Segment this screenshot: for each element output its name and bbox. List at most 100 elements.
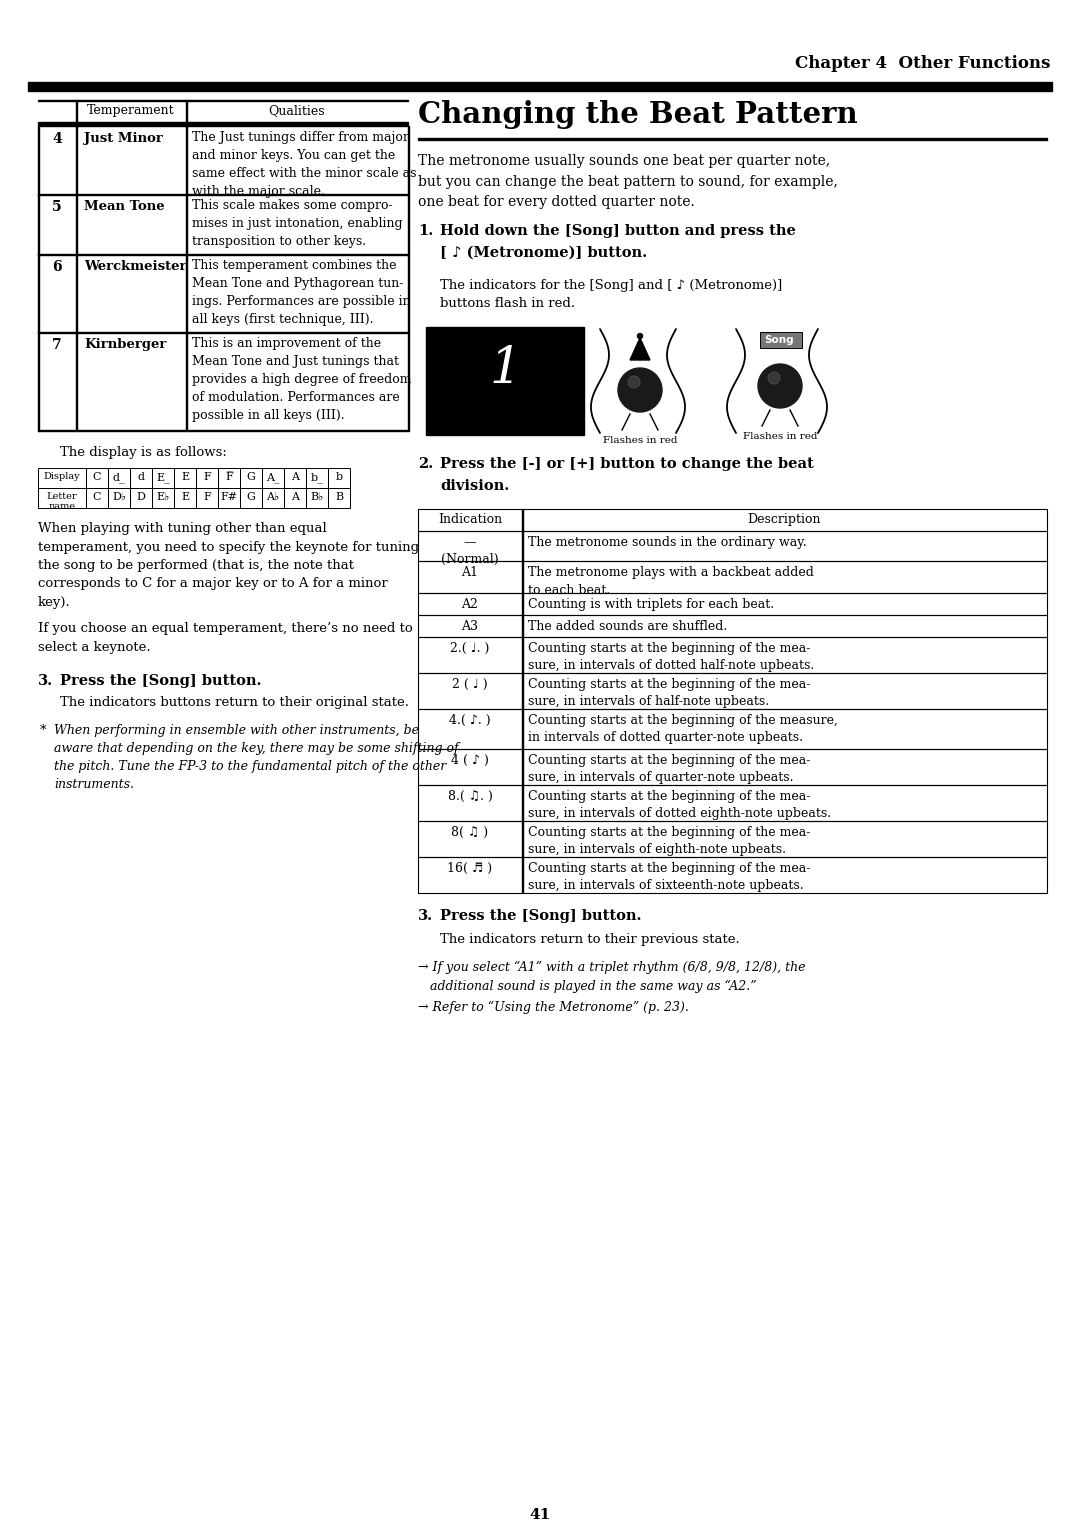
Text: A: A: [291, 472, 299, 481]
Text: 41: 41: [529, 1508, 551, 1522]
Text: 4: 4: [52, 131, 62, 147]
Text: The metronome usually sounds one beat per quarter note,
but you can change the b: The metronome usually sounds one beat pe…: [418, 154, 838, 209]
Bar: [86, 487, 108, 507]
Bar: [28, 83, 1052, 92]
Text: The indicators for the [Song] and [ ♪ (Metronome)]: The indicators for the [Song] and [ ♪ (M…: [440, 280, 782, 292]
Text: A3: A3: [461, 620, 478, 633]
Circle shape: [618, 368, 662, 413]
Text: The added sounds are shuffled.: The added sounds are shuffled.: [528, 620, 727, 633]
Bar: [418, 509, 1047, 532]
Bar: [195, 468, 218, 487]
Bar: [418, 785, 1047, 821]
Text: b_: b_: [311, 472, 323, 483]
Text: Counting is with triplets for each beat.: Counting is with triplets for each beat.: [528, 597, 774, 611]
Bar: [38, 487, 86, 507]
Text: division.: division.: [440, 478, 510, 494]
Text: 3.: 3.: [418, 909, 433, 923]
Bar: [86, 468, 108, 487]
Text: Flashes in red: Flashes in red: [743, 432, 818, 442]
Text: 2.: 2.: [418, 457, 433, 471]
Text: F̅: F̅: [225, 472, 233, 481]
Text: B: B: [335, 492, 343, 503]
Text: Werckmeister: Werckmeister: [84, 260, 187, 274]
Bar: [328, 468, 350, 487]
Text: E: E: [181, 492, 189, 503]
Text: A2: A2: [461, 597, 478, 611]
Text: Mean Tone: Mean Tone: [84, 200, 164, 212]
Text: Indication: Indication: [437, 513, 502, 526]
Bar: [284, 468, 306, 487]
Polygon shape: [630, 338, 650, 361]
Text: If you choose an equal temperament, there’s no need to
select a keynote.: If you choose an equal temperament, ther…: [38, 622, 413, 654]
Text: When playing with tuning other than equal
temperament, you need to specify the k: When playing with tuning other than equa…: [38, 523, 419, 610]
Text: E♭: E♭: [157, 492, 170, 503]
Text: The indicators return to their previous state.: The indicators return to their previous …: [440, 934, 740, 946]
Bar: [418, 709, 1047, 749]
Text: Press the [Song] button.: Press the [Song] button.: [440, 909, 642, 923]
Text: The display is as follows:: The display is as follows:: [60, 446, 227, 458]
Text: Song: Song: [765, 335, 794, 345]
Text: Letter
name: Letter name: [46, 492, 78, 512]
Text: Temperament: Temperament: [87, 104, 175, 118]
Text: Changing the Beat Pattern: Changing the Beat Pattern: [418, 99, 858, 128]
Bar: [418, 532, 1047, 561]
Text: 2.( ♩. ): 2.( ♩. ): [450, 642, 489, 656]
Bar: [418, 593, 1047, 614]
Bar: [38, 468, 86, 487]
Text: Counting starts at the beginning of the mea-
sure, in intervals of half-note upb: Counting starts at the beginning of the …: [528, 678, 810, 709]
Text: F: F: [203, 472, 211, 481]
Bar: [218, 468, 240, 487]
Text: Press the [-] or [+] button to change the beat: Press the [-] or [+] button to change th…: [440, 457, 813, 471]
Text: buttons flash in red.: buttons flash in red.: [440, 296, 576, 310]
Text: d: d: [137, 472, 145, 481]
Text: E: E: [181, 472, 189, 481]
Text: 8( ♫ ): 8( ♫ ): [451, 827, 488, 839]
Text: B♭: B♭: [310, 492, 324, 503]
Text: 4 ( ♪ ): 4 ( ♪ ): [451, 753, 489, 767]
Text: The Just tunings differ from major
and minor keys. You can get the
same effect w: The Just tunings differ from major and m…: [192, 131, 417, 199]
Text: This temperament combines the
Mean Tone and Pythagorean tun-
ings. Performances : This temperament combines the Mean Tone …: [192, 260, 410, 325]
Bar: [262, 468, 284, 487]
Bar: [426, 327, 584, 435]
Bar: [108, 487, 130, 507]
Text: Chapter 4  Other Functions: Chapter 4 Other Functions: [795, 55, 1050, 72]
Text: A: A: [291, 492, 299, 503]
Text: Display: Display: [43, 472, 80, 481]
Bar: [130, 487, 152, 507]
Bar: [218, 487, 240, 507]
Text: Qualities: Qualities: [269, 104, 325, 118]
Text: G: G: [246, 472, 256, 481]
Bar: [306, 468, 328, 487]
Bar: [418, 614, 1047, 637]
Text: Counting starts at the beginning of the mea-
sure, in intervals of dotted half-n: Counting starts at the beginning of the …: [528, 642, 814, 672]
Text: d_: d_: [112, 472, 125, 483]
Text: [ ♪ (Metronome)] button.: [ ♪ (Metronome)] button.: [440, 246, 647, 260]
Bar: [418, 637, 1047, 672]
Bar: [760, 332, 802, 348]
Text: The metronome plays with a backbeat added
to each beat.: The metronome plays with a backbeat adde…: [528, 565, 814, 596]
Text: 1: 1: [489, 345, 521, 394]
Bar: [130, 468, 152, 487]
Bar: [284, 487, 306, 507]
Text: Counting starts at the beginning of the mea-
sure, in intervals of sixteenth-not: Counting starts at the beginning of the …: [528, 862, 810, 892]
Text: C: C: [93, 492, 102, 503]
Text: 7: 7: [52, 338, 62, 351]
Text: Hold down the [Song] button and press the: Hold down the [Song] button and press th…: [440, 225, 796, 238]
Bar: [152, 468, 174, 487]
Text: G: G: [246, 492, 256, 503]
Bar: [174, 487, 195, 507]
Bar: [418, 821, 1047, 857]
Text: 8.( ♫. ): 8.( ♫. ): [447, 790, 492, 804]
Text: 2 ( ♩ ): 2 ( ♩ ): [453, 678, 488, 691]
Text: —
(Normal): — (Normal): [442, 536, 499, 565]
Text: Counting starts at the beginning of the mea-
sure, in intervals of dotted eighth: Counting starts at the beginning of the …: [528, 790, 832, 821]
Text: E_: E_: [157, 472, 170, 483]
Bar: [418, 672, 1047, 709]
Text: Counting starts at the beginning of the mea-
sure, in intervals of quarter-note : Counting starts at the beginning of the …: [528, 753, 810, 784]
Bar: [306, 487, 328, 507]
Circle shape: [758, 364, 802, 408]
Bar: [418, 561, 1047, 593]
Bar: [174, 468, 195, 487]
Bar: [152, 487, 174, 507]
Bar: [418, 857, 1047, 892]
